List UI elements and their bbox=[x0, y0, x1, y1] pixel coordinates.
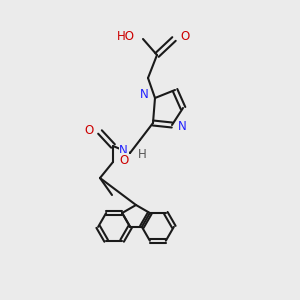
Text: N: N bbox=[178, 121, 187, 134]
Text: N: N bbox=[140, 88, 149, 100]
Text: H: H bbox=[138, 148, 147, 161]
Text: O: O bbox=[85, 124, 94, 136]
Text: O: O bbox=[119, 154, 128, 166]
Text: O: O bbox=[180, 31, 189, 44]
Text: N: N bbox=[119, 145, 128, 158]
Text: HO: HO bbox=[117, 29, 135, 43]
